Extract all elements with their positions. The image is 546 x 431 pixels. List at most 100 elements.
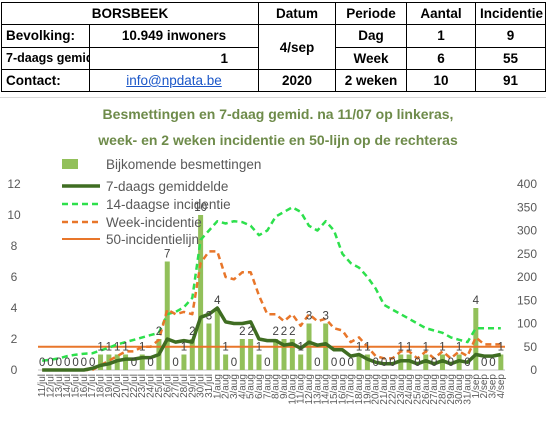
col-aantal-header: Aantal [406,1,477,26]
line-14-daagse-incidentie [42,206,501,362]
bar-data-label: 0 [448,357,454,369]
periode-2weken: 2 weken [335,68,408,93]
x-tick-label: 27/aug [429,374,440,405]
bar-data-label: 0 [481,357,487,369]
y-right-tick-label: 50 [524,340,538,354]
bar-data-label: 1 [439,342,445,354]
x-tick-label: 30/aug [454,374,465,405]
bar-data-label: 1 [398,342,404,354]
chart-legend: Bijkomende besmettingen 7-daags gemiddel… [62,157,261,247]
line-7-daags-gemiddelde [42,306,502,372]
bar-data-label: 1 [498,342,504,354]
bar-data-label: 0 [81,357,87,369]
x-tick-label: 18/jul [96,374,107,398]
x-tick-label: 31/aug [462,374,473,405]
x-tick-label: 29/aug [446,374,457,405]
bar-data-label: 0 [89,357,95,369]
bevolking-value: 10.949 inwoners [88,24,260,48]
y-left-tick-label: 0 [11,363,18,377]
x-tick-label: 29/jul [187,374,198,398]
x-tick-label: 18/aug [354,374,365,405]
x-tick-label: 2/aug [221,374,232,399]
bar-data-label: 7 [164,249,170,261]
bar [181,354,187,370]
x-tick-label: 25/jul [154,374,165,398]
x-tick-label: 1/sep [471,374,482,399]
bar-data-label: 0 [131,357,137,369]
bar-data-label: 1 [456,342,462,354]
x-tick-label: 4/sep [496,374,507,399]
bar-data-label: 10 [194,202,207,214]
bar [198,215,204,370]
x-tick-label: 9/aug [279,374,290,399]
bar-data-label: 1 [364,342,370,354]
x-tick-label: 28/aug [437,374,448,405]
covid-chart: Besmettingen en 7-daag gemid. na 11/07 o… [7,106,538,405]
x-tick-label: 15/jul [71,374,82,398]
x-tick-label: 19/aug [362,374,373,405]
periode-dag: Dag [335,24,408,48]
x-tick-label: 5/aug [246,374,257,399]
x-tick-label: 12/aug [304,374,315,405]
y-left-tick-label: 12 [7,177,21,191]
year-value: 2020 [258,68,337,93]
x-tick-label: 24/aug [404,374,415,405]
x-tick-label: 12/jul [46,374,57,398]
bar [189,339,195,370]
bar-data-label: 0 [47,357,53,369]
bar [281,339,287,370]
bar-data-label: 0 [464,357,470,369]
bar-data-label: 2 [247,326,253,338]
x-tick-label: 4/aug [237,374,248,399]
x-tick-label: 10/aug [287,374,298,405]
bar [356,354,362,370]
bar-data-label: 0 [172,357,178,369]
bar-data-label: 0 [147,357,153,369]
bar-data-label: 1 [97,342,103,354]
x-tick-label: 1/aug [212,374,223,399]
x-tick-label: 22/aug [387,374,398,405]
contact-email-link[interactable]: info@npdata.be [126,72,222,88]
y-right-tick-label: 400 [517,177,537,191]
x-tick-label: 11/aug [296,374,307,404]
legend-inc7: Week-incidentie [106,215,202,230]
x-tick-label: 30/jul [196,374,207,398]
aantal-2weken: 10 [406,68,477,93]
bar-data-label: 4 [473,295,480,307]
chart-title-line2: week- en 2 weken incidentie en 50-lijn o… [97,132,458,148]
bar-data-label: 1 [139,342,145,354]
x-tick-label: 20/jul [112,374,123,398]
x-tick-label: 3/sep [487,374,498,399]
bevolking-label: Bevolking: [1,24,90,48]
x-tick-label: 19/jul [104,374,115,398]
y-right-tick-label: 0 [530,363,537,377]
bar [273,339,279,370]
x-tick-label: 21/aug [379,374,390,405]
x-tick-label: 23/aug [396,374,407,405]
y-right-tick-label: 150 [517,293,537,307]
bar-data-label: 3 [323,311,329,323]
x-tick-label: 27/jul [171,374,182,398]
bar-data-label: 4 [214,295,221,307]
x-tick-label: 14/aug [321,374,332,405]
x-tick-label: 17/aug [346,374,357,405]
x-tick-label: 31/jul [204,374,215,398]
bar [248,339,254,370]
bar-data-label: 2 [272,326,278,338]
periode-week: Week [335,46,408,70]
x-tick-label: 13/jul [54,374,65,398]
bar-data-label: 2 [189,326,195,338]
legend-line50: 50-incidentielijn [106,232,199,247]
bar [364,354,370,370]
x-tick-label: 28/jul [179,374,190,398]
bar-data-label: 1 [222,342,228,354]
bar-data-label: 1 [356,342,362,354]
bar-data-label: 1 [181,342,187,354]
legend-bars: Bijkomende besmettingen [106,157,261,172]
bar-data-label: 0 [56,357,62,369]
col-periode-header: Periode [335,1,408,26]
y-left-tick-label: 6 [11,270,18,284]
bar-data-label: 0 [489,357,495,369]
bar-data-label: 0 [231,357,237,369]
bar-data-label: 2 [281,326,287,338]
